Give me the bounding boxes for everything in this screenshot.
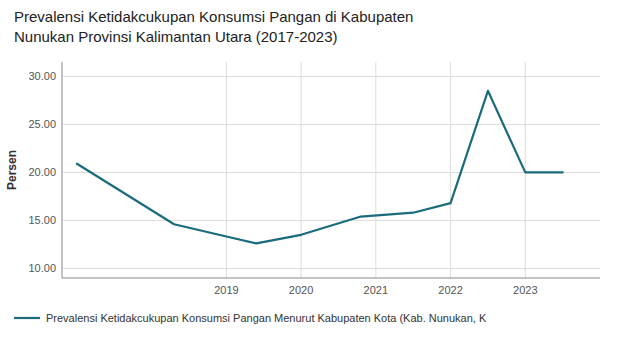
grid-line (62, 268, 600, 269)
x-tick-label: 2022 (438, 284, 462, 296)
x-tick-label: 2019 (214, 284, 238, 296)
x-tick-label: 2023 (513, 284, 537, 296)
title: Prevalensi Ketidakcukupan Konsumsi Panga… (14, 8, 413, 25)
grid-line (62, 220, 600, 221)
grid-line (62, 172, 600, 173)
y-tick-label: 20.00 (28, 166, 56, 178)
chart-container: Prevalensi Ketidakcukupan Konsumsi Panga… (0, 0, 620, 348)
subtitle: Nunukan Provinsi Kalimantan Utara (2017-… (14, 28, 338, 45)
grid-line (301, 62, 302, 278)
x-tick-label: 2021 (364, 284, 388, 296)
grid-line (450, 62, 451, 278)
grid-line (375, 62, 376, 278)
y-axis-label: Persen (5, 150, 19, 190)
legend: Prevalensi Ketidakcukupan Konsumsi Panga… (14, 312, 487, 324)
grid (62, 62, 600, 278)
legend-swatch (14, 317, 40, 319)
y-axis-line (62, 62, 63, 278)
x-axis-line (62, 278, 600, 279)
y-tick-label: 15.00 (28, 214, 56, 226)
data-group (77, 91, 563, 244)
grid-line (62, 76, 600, 77)
y-tick-label: 10.00 (28, 262, 56, 274)
grid-line (62, 124, 600, 125)
legend-label: Prevalensi Ketidakcukupan Konsumsi Panga… (46, 312, 487, 324)
x-tick-label: 2020 (289, 284, 313, 296)
y-tick-label: 25.00 (28, 118, 56, 130)
y-tick-label: 30.00 (28, 70, 56, 82)
chart-svg: Prevalensi Ketidakcukupan Konsumsi Panga… (0, 0, 620, 348)
line (77, 91, 563, 244)
grid-line (226, 62, 227, 278)
